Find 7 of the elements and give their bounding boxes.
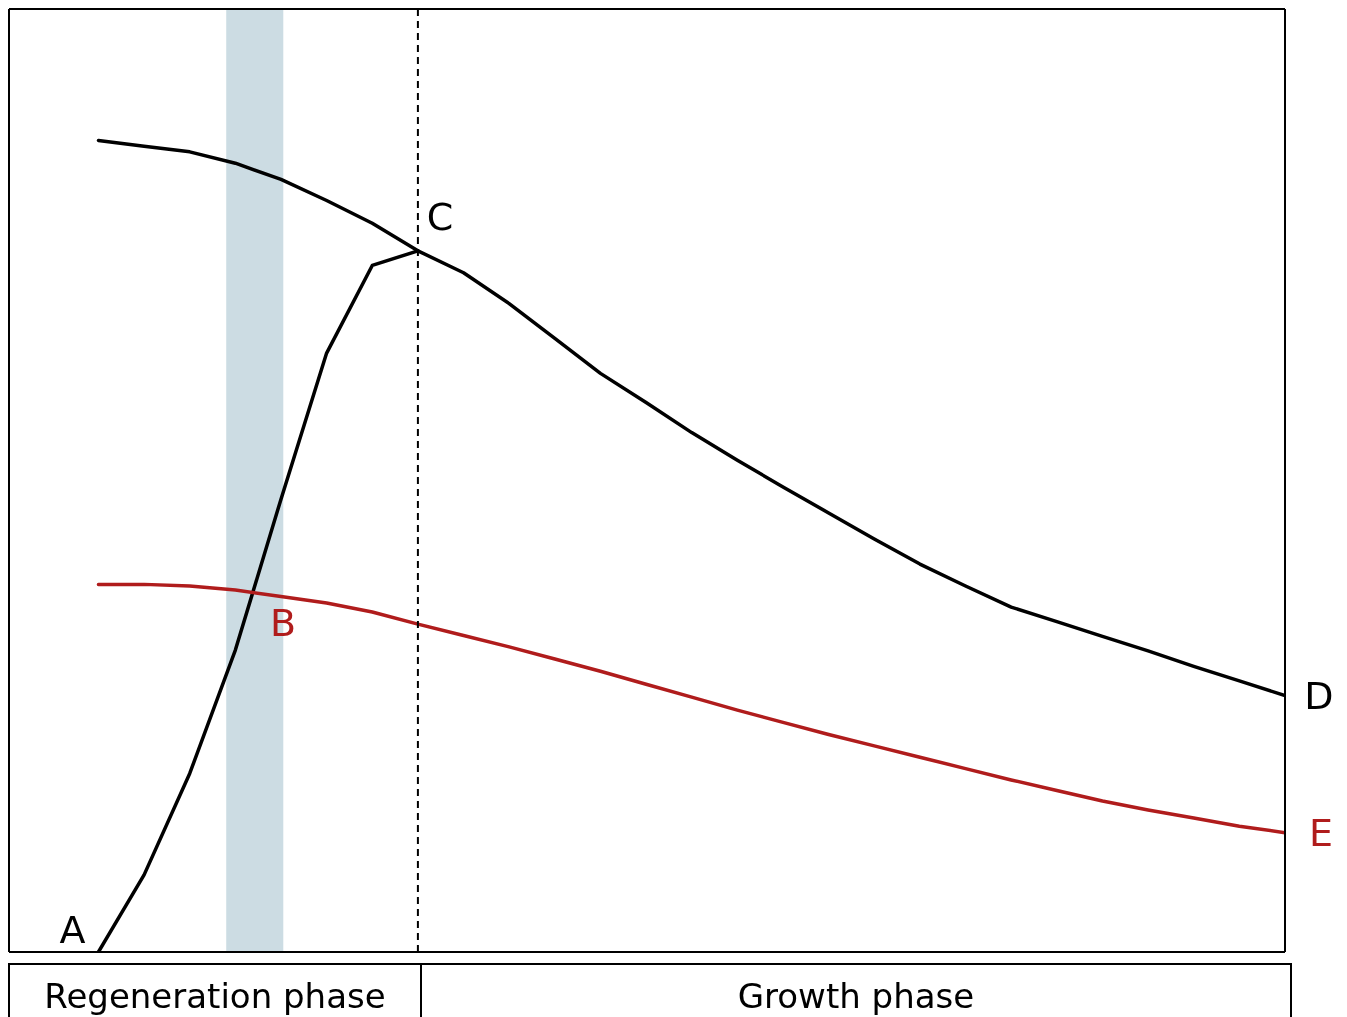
text: Regeneration phase [43,975,387,1017]
annotation: D [1304,673,1334,718]
annotation: C [426,194,454,239]
annotation: A [59,908,86,952]
text: E [1308,810,1334,855]
annotation: B [269,600,297,645]
text: Growth phase [419,965,1290,1017]
